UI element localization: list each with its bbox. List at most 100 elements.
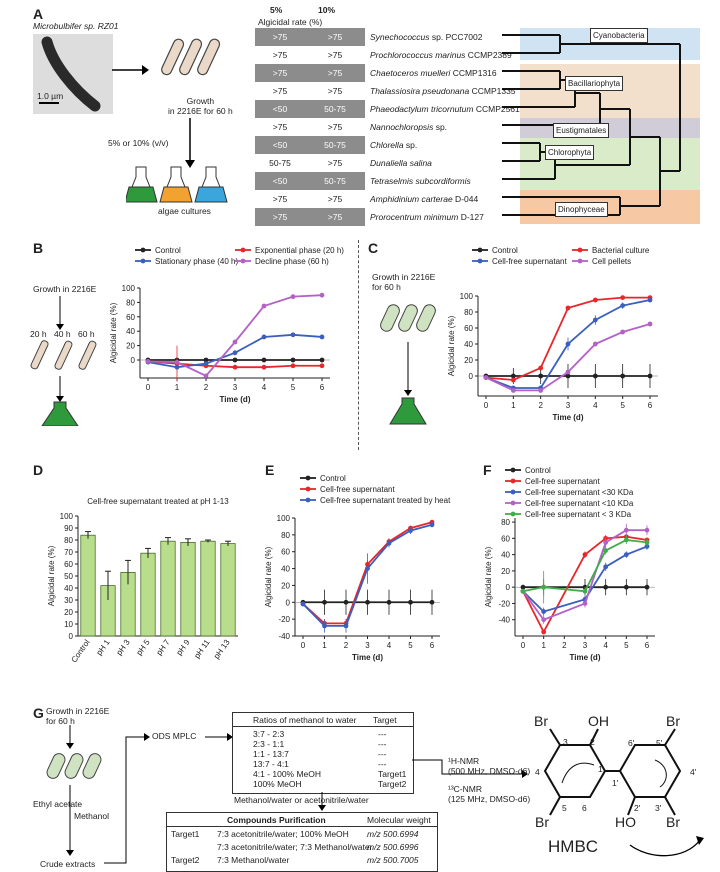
y-axis-label: Algicidal rate (%) xyxy=(484,546,493,607)
data-point xyxy=(343,623,349,629)
x-tick-label: 4 xyxy=(593,401,598,410)
data-point xyxy=(520,584,526,590)
ratios-head: Ratios of methanol to water xyxy=(253,715,357,725)
data-point xyxy=(565,369,571,375)
ratios-table: Ratios of methanol to water Target 3:7 -… xyxy=(232,712,414,794)
data-point xyxy=(620,373,626,379)
atom-ho: HO xyxy=(615,814,636,830)
atom-n2p: 2' xyxy=(634,803,641,813)
x-tick-label: 2 xyxy=(538,401,543,410)
atom-n4p: 4' xyxy=(690,767,697,777)
data-point xyxy=(261,303,267,309)
species-name: Tetraselmis subcordiformis xyxy=(370,176,471,186)
x-tick-label: 1 xyxy=(511,401,516,410)
ratio-target: --- xyxy=(378,739,387,749)
species-name: Amphidinium carterae D-044 xyxy=(370,194,479,204)
y-tick-label: 40 xyxy=(501,551,510,560)
y-tick-label: -20 xyxy=(278,615,290,624)
x-tick-label: pH 5 xyxy=(135,638,152,657)
solvent-label: Methanol/water or acetonitrile/water xyxy=(234,795,369,805)
rate-10pct: >75 xyxy=(327,50,343,60)
flasks-icon xyxy=(126,166,228,203)
rate-5pct: >75 xyxy=(272,86,288,96)
atom-n1p: 1' xyxy=(612,778,619,788)
arrow-ods-icon xyxy=(205,733,233,741)
x-tick-label: pH 7 xyxy=(155,638,172,657)
species-name: Chaetoceros muelleri CCMP1316 xyxy=(370,68,497,78)
ratio-target: --- xyxy=(378,749,387,759)
legend-label: Cell pellets xyxy=(592,257,631,266)
x-tick-label: pH 11 xyxy=(192,638,212,661)
legend-marker xyxy=(305,497,311,503)
ratio-value: 13:7 - 4:1 xyxy=(253,759,289,769)
rate-5pct: 50-75 xyxy=(269,158,291,168)
y-tick-label: 50 xyxy=(64,572,73,581)
data-point xyxy=(145,359,151,364)
rate-10pct: >75 xyxy=(327,212,343,222)
data-point xyxy=(620,303,626,308)
x-axis-label: Time (d) xyxy=(220,395,251,404)
purif-head: Compounds Purification xyxy=(227,815,326,825)
x-tick-label: pH 13 xyxy=(212,638,232,661)
legend-marker xyxy=(240,258,246,264)
x-tick-label: 0 xyxy=(146,383,151,392)
rate-5pct: <50 xyxy=(272,140,288,150)
y-tick-label: 20 xyxy=(281,581,290,590)
data-point xyxy=(429,599,435,605)
data-point xyxy=(429,522,435,528)
group-dinophyceae: Dinophyceae xyxy=(555,202,608,217)
bacterium-name: Microbulbifer sp. RZ01 xyxy=(33,21,119,31)
y-tick-label: 60 xyxy=(501,534,510,543)
x-tick-label: pH 3 xyxy=(115,638,132,657)
data-point xyxy=(203,357,209,363)
bar xyxy=(80,534,96,637)
x-tick-label: Control xyxy=(69,638,91,664)
legend-marker xyxy=(140,247,146,253)
atom-n3: 3 xyxy=(563,737,568,747)
y-tick-label: 0 xyxy=(131,356,136,365)
data-point xyxy=(592,297,598,303)
purif-method: 7:3 Methanol/water xyxy=(217,855,290,865)
legend-marker xyxy=(510,511,516,517)
legend-marker xyxy=(240,247,246,253)
atom-n2: 2 xyxy=(590,737,595,747)
panel-label-f: F xyxy=(483,462,492,478)
b-t20: 20 h xyxy=(30,329,47,339)
data-point xyxy=(232,364,238,370)
data-point xyxy=(538,365,544,371)
hmbc-structure xyxy=(543,728,704,857)
y-tick-label: 20 xyxy=(501,567,510,576)
group-cyanobacteria: Cyanobacteria xyxy=(590,28,648,43)
panel-divider xyxy=(358,240,359,450)
x-tick-label: 4 xyxy=(603,641,608,650)
ratio-value: 1:1 - 13:7 xyxy=(253,749,289,759)
algae-table-row: >75 >75 xyxy=(255,46,365,64)
hmbc-label: HMBC xyxy=(548,837,599,856)
y-tick-label: 80 xyxy=(464,308,473,317)
culture-tubes-icon xyxy=(161,38,221,76)
species-name: Prochlorococcus marinus CCMP2389 xyxy=(370,50,512,60)
data-point xyxy=(174,364,180,370)
algae-table-row: <50 50-75 xyxy=(255,100,365,118)
x-tick-label: 3 xyxy=(233,383,238,392)
panel-label-c: C xyxy=(368,240,379,256)
y-tick-label: 0 xyxy=(69,632,74,641)
b-growth-label: Growth in 2216E xyxy=(33,284,97,294)
atom-n5p: 5' xyxy=(656,738,663,748)
g-growth-label: Growth in 2216E for 60 h xyxy=(46,706,110,727)
data-point xyxy=(510,388,516,393)
purif-target: Target2 xyxy=(171,855,200,865)
rate-5pct: <50 xyxy=(272,104,288,114)
data-point xyxy=(538,373,544,379)
legend-label: Control xyxy=(492,246,518,255)
purif-mz: m/z 500.6994 xyxy=(367,829,419,839)
arrow-right-icon xyxy=(112,65,149,75)
x-tick-label: 4 xyxy=(262,383,267,392)
ratio-target: --- xyxy=(378,729,387,739)
data-point xyxy=(582,588,588,594)
methanol-label: Methanol xyxy=(74,811,109,821)
legend-marker xyxy=(510,489,516,495)
legend-marker xyxy=(140,258,146,264)
group-eustigmatales: Eustigmatales xyxy=(553,123,610,138)
data-point xyxy=(319,357,325,363)
